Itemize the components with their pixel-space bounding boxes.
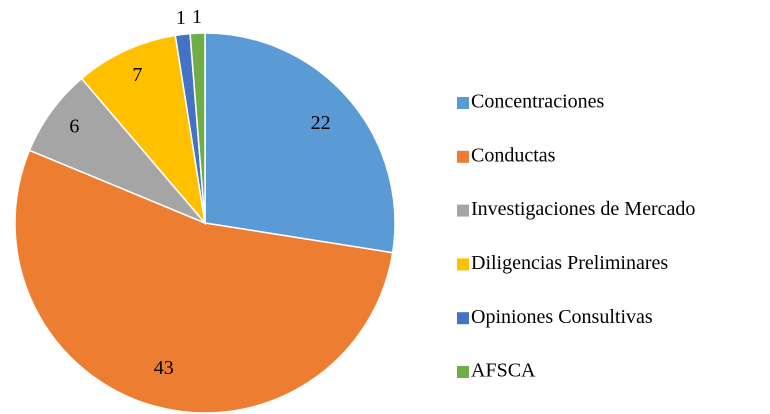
data-label: 43	[154, 357, 174, 379]
legend-swatch	[457, 150, 469, 163]
legend-label: Investigaciones de Mercado	[471, 198, 695, 220]
data-label: 1	[176, 7, 186, 29]
data-label: 1	[192, 6, 202, 28]
legend-label: Opiniones Consultivas	[471, 306, 653, 328]
data-label: 22	[311, 112, 331, 134]
pie-slice	[189, 32, 206, 224]
pie-slice	[14, 149, 394, 414]
legend-swatch	[457, 366, 469, 378]
data-label: 7	[132, 64, 142, 86]
legend-label: AFSCA	[471, 360, 536, 382]
legend-swatch	[457, 258, 469, 271]
data-label: 6	[69, 116, 79, 138]
legend-swatch	[457, 97, 469, 109]
legend-label: Concentraciones	[471, 91, 604, 113]
legend-label: Conductas	[471, 144, 556, 166]
legend-swatch	[457, 204, 469, 217]
legend-label: Diligencias Preliminares	[471, 252, 668, 274]
legend-swatch	[457, 312, 469, 325]
pie-slice	[80, 34, 207, 226]
pie-slice	[204, 32, 396, 254]
